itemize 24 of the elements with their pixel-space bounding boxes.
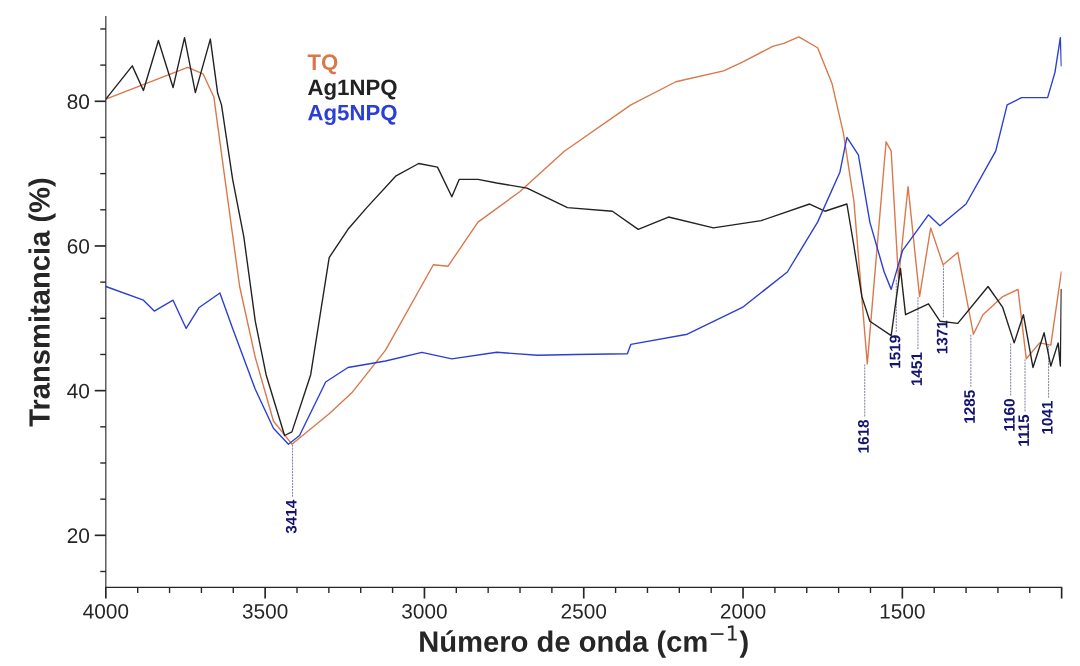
text: Ag5NPQ bbox=[307, 104, 397, 125]
x-axis-title: Número de onda (cm$^{−1}$) bbox=[420, 625, 748, 658]
text: TQ bbox=[307, 54, 338, 75]
annotation: 1371 bbox=[936, 320, 948, 354]
x-tick-label: 2000 bbox=[720, 603, 766, 619]
annotation: 1041 bbox=[1041, 401, 1053, 434]
y-tick-label: 20 bbox=[67, 528, 90, 544]
x-tick-label: 2500 bbox=[561, 603, 607, 619]
annotation: 1115 bbox=[1018, 414, 1030, 446]
annotation: 1160 bbox=[1003, 399, 1015, 431]
y-tick-label: 40 bbox=[67, 383, 90, 399]
annotation: 1519 bbox=[889, 335, 901, 368]
x-tick-label: 4000 bbox=[83, 603, 129, 619]
y-tick-label: 60 bbox=[67, 238, 90, 254]
x-tick-label: 3000 bbox=[402, 603, 447, 619]
x-tick-label: 3500 bbox=[242, 603, 288, 619]
annotation: 1285 bbox=[964, 390, 975, 423]
annotation: 1451 bbox=[911, 352, 923, 386]
annotation: 3414 bbox=[285, 499, 297, 534]
text: Ag1NPQ bbox=[307, 79, 397, 100]
x-tick-label: 1500 bbox=[880, 603, 925, 619]
y-tick-label: 80 bbox=[67, 94, 90, 110]
annotation: 1618 bbox=[858, 419, 869, 453]
y-axis-title: Transmitancia (%) bbox=[28, 178, 56, 427]
